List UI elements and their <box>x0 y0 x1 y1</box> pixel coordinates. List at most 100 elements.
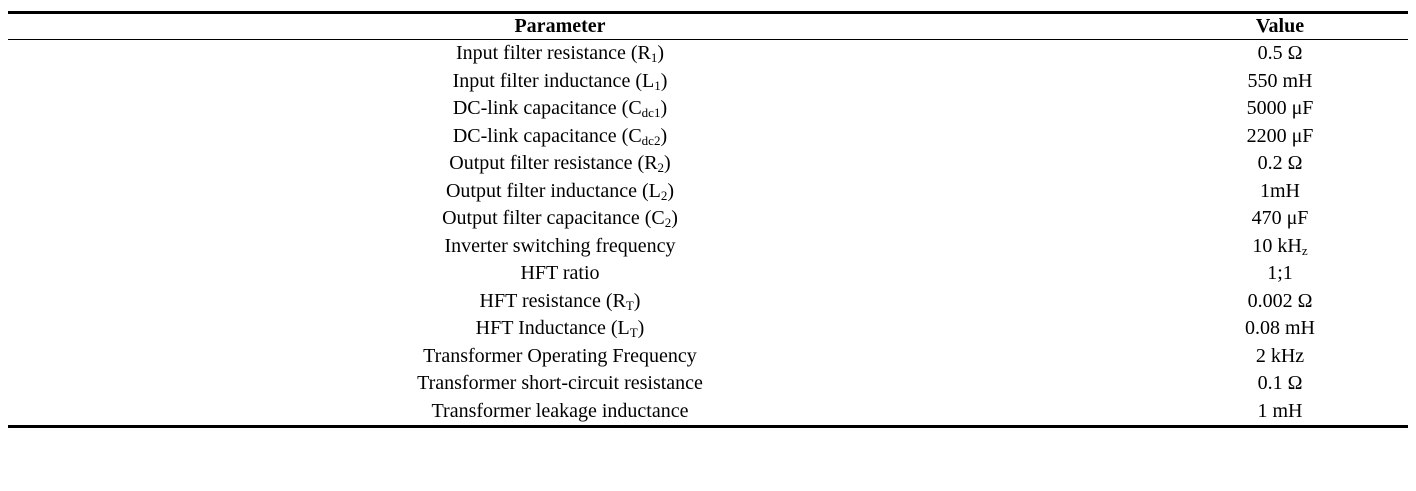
table-row: Output filter inductance (L2) 1mH <box>8 178 1408 206</box>
parameter-cell: HFT ratio <box>8 260 1152 288</box>
parameter-symbol: L <box>641 69 655 92</box>
parameter-column-header: Parameter <box>8 12 1152 40</box>
value-cell: 1;1 <box>1152 260 1408 288</box>
table-row: DC-link capacitance (Cdc1) 5000 μF <box>8 95 1408 123</box>
value-text: 1;1 <box>1267 262 1293 285</box>
parameter-name: HFT ratio <box>520 262 600 285</box>
table-row: Transformer short-circuit resistance 0.1… <box>8 370 1408 398</box>
parameter-cell: DC-link capacitance (Cdc1) <box>8 95 1152 123</box>
parameter-symbol-subscript: dc2 <box>641 132 661 148</box>
parameter-symbol-subscript: 2 <box>660 187 668 203</box>
parameter-cell: HFT Inductance (LT) <box>8 315 1152 343</box>
value-text: 5000 μF <box>1246 97 1314 120</box>
parameter-cell: Output filter capacitance (C2) <box>8 205 1152 233</box>
value-text: 470 μF <box>1251 207 1309 230</box>
parameter-symbol: R <box>644 152 658 175</box>
value-text: 10 kH <box>1252 234 1302 257</box>
value-text: 2 kHz <box>1255 344 1305 367</box>
value-cell: 0.5 Ω <box>1152 40 1408 68</box>
parameter-symbol: C <box>628 97 642 120</box>
parameter-close: ) <box>660 69 668 92</box>
parameter-symbol-subscript: T <box>629 325 638 341</box>
parameter-close: ) <box>667 179 675 202</box>
value-cell: 0.1 Ω <box>1152 370 1408 398</box>
value-cell: 0.2 Ω <box>1152 150 1408 178</box>
parameter-cell: Output filter inductance (L2) <box>8 178 1152 206</box>
parameter-close: ) <box>660 124 668 147</box>
parameter-name: HFT resistance ( <box>479 289 613 312</box>
parameter-cell: DC-link capacitance (Cdc2) <box>8 123 1152 151</box>
parameter-name: HFT Inductance ( <box>475 317 618 340</box>
parameter-cell: Transformer short-circuit resistance <box>8 370 1152 398</box>
parameter-cell: Output filter resistance (R2) <box>8 150 1152 178</box>
parameter-name: DC-link capacitance ( <box>452 124 629 147</box>
parameter-table-container: Parameter Value Input filter resistance … <box>8 11 1408 428</box>
parameter-close: ) <box>660 97 668 120</box>
parameter-name: Input filter inductance ( <box>452 69 642 92</box>
value-cell: 2200 μF <box>1152 123 1408 151</box>
parameter-symbol: R <box>637 42 651 65</box>
value-text: 2200 μF <box>1246 124 1314 147</box>
value-cell: 0.002 Ω <box>1152 288 1408 316</box>
parameter-cell: Transformer Operating Frequency <box>8 343 1152 371</box>
value-cell: 10 kHz <box>1152 233 1408 261</box>
parameter-name: Output filter resistance ( <box>449 152 645 175</box>
parameter-symbol-subscript: dc1 <box>641 105 661 121</box>
parameter-close: ) <box>637 317 645 340</box>
table-row: Output filter capacitance (C2) 470 μF <box>8 205 1408 233</box>
value-subscript: z <box>1301 242 1308 258</box>
value-text: 0.002 Ω <box>1247 289 1313 312</box>
value-column-header: Value <box>1152 12 1408 40</box>
value-cell: 5000 μF <box>1152 95 1408 123</box>
parameter-close: ) <box>664 152 671 175</box>
parameter-symbol-subscript: 1 <box>650 50 658 66</box>
table-row: Input filter inductance (L1) 550 mH <box>8 68 1408 96</box>
parameter-symbol-subscript: 1 <box>654 77 661 93</box>
value-cell: 550 mH <box>1152 68 1408 96</box>
value-text: 0.08 mH <box>1245 317 1315 340</box>
parameter-name: Input filter resistance ( <box>455 42 638 65</box>
parameter-symbol: L <box>617 317 630 340</box>
parameter-cell: Input filter resistance (R1) <box>8 40 1152 68</box>
parameter-name: Transformer short-circuit resistance <box>417 372 703 395</box>
parameter-cell: Input filter inductance (L1) <box>8 68 1152 96</box>
parameter-name: Output filter capacitance ( <box>442 207 652 230</box>
parameter-cell: Transformer leakage inductance <box>8 397 1152 428</box>
table-row: Output filter resistance (R2) 0.2 Ω <box>8 150 1408 178</box>
value-text: 550 mH <box>1247 69 1313 92</box>
table-body: Input filter resistance (R1) 0.5 Ω Input… <box>8 40 1408 428</box>
table-row: DC-link capacitance (Cdc2) 2200 μF <box>8 123 1408 151</box>
value-cell: 0.08 mH <box>1152 315 1408 343</box>
table-row: Inverter switching frequency 10 kHz <box>8 233 1408 261</box>
table-header: Parameter Value <box>8 12 1408 40</box>
parameter-symbol: C <box>651 207 665 230</box>
parameter-symbol: R <box>612 289 626 312</box>
parameter-close: ) <box>657 42 665 65</box>
table-row: Transformer leakage inductance 1 mH <box>8 397 1408 428</box>
parameter-name: DC-link capacitance ( <box>452 97 629 120</box>
parameter-symbol-subscript: 2 <box>664 215 672 231</box>
parameter-table: Parameter Value Input filter resistance … <box>8 11 1408 428</box>
table-row: Input filter resistance (R1) 0.5 Ω <box>8 40 1408 68</box>
value-cell: 470 μF <box>1152 205 1408 233</box>
parameter-cell: Inverter switching frequency <box>8 233 1152 261</box>
parameter-name: Transformer Operating Frequency <box>423 344 697 367</box>
header-row: Parameter Value <box>8 12 1408 40</box>
parameter-close: ) <box>671 207 678 230</box>
value-cell: 2 kHz <box>1152 343 1408 371</box>
parameter-symbol: L <box>648 179 661 202</box>
value-text: 0.5 Ω <box>1257 42 1303 65</box>
parameter-close: ) <box>633 289 641 312</box>
parameter-symbol-subscript: 2 <box>657 160 665 176</box>
parameter-name: Transformer leakage inductance <box>431 399 689 422</box>
parameter-name: Output filter inductance ( <box>445 179 649 202</box>
parameter-name: Inverter switching frequency <box>444 234 676 257</box>
table-row: HFT ratio 1;1 <box>8 260 1408 288</box>
table-row: Transformer Operating Frequency 2 kHz <box>8 343 1408 371</box>
table-row: HFT resistance (RT) 0.002 Ω <box>8 288 1408 316</box>
value-cell: 1mH <box>1152 178 1408 206</box>
value-text: 0.2 Ω <box>1257 152 1303 175</box>
parameter-symbol-subscript: T <box>625 297 634 313</box>
value-text: 1 mH <box>1257 399 1303 422</box>
parameter-cell: HFT resistance (RT) <box>8 288 1152 316</box>
